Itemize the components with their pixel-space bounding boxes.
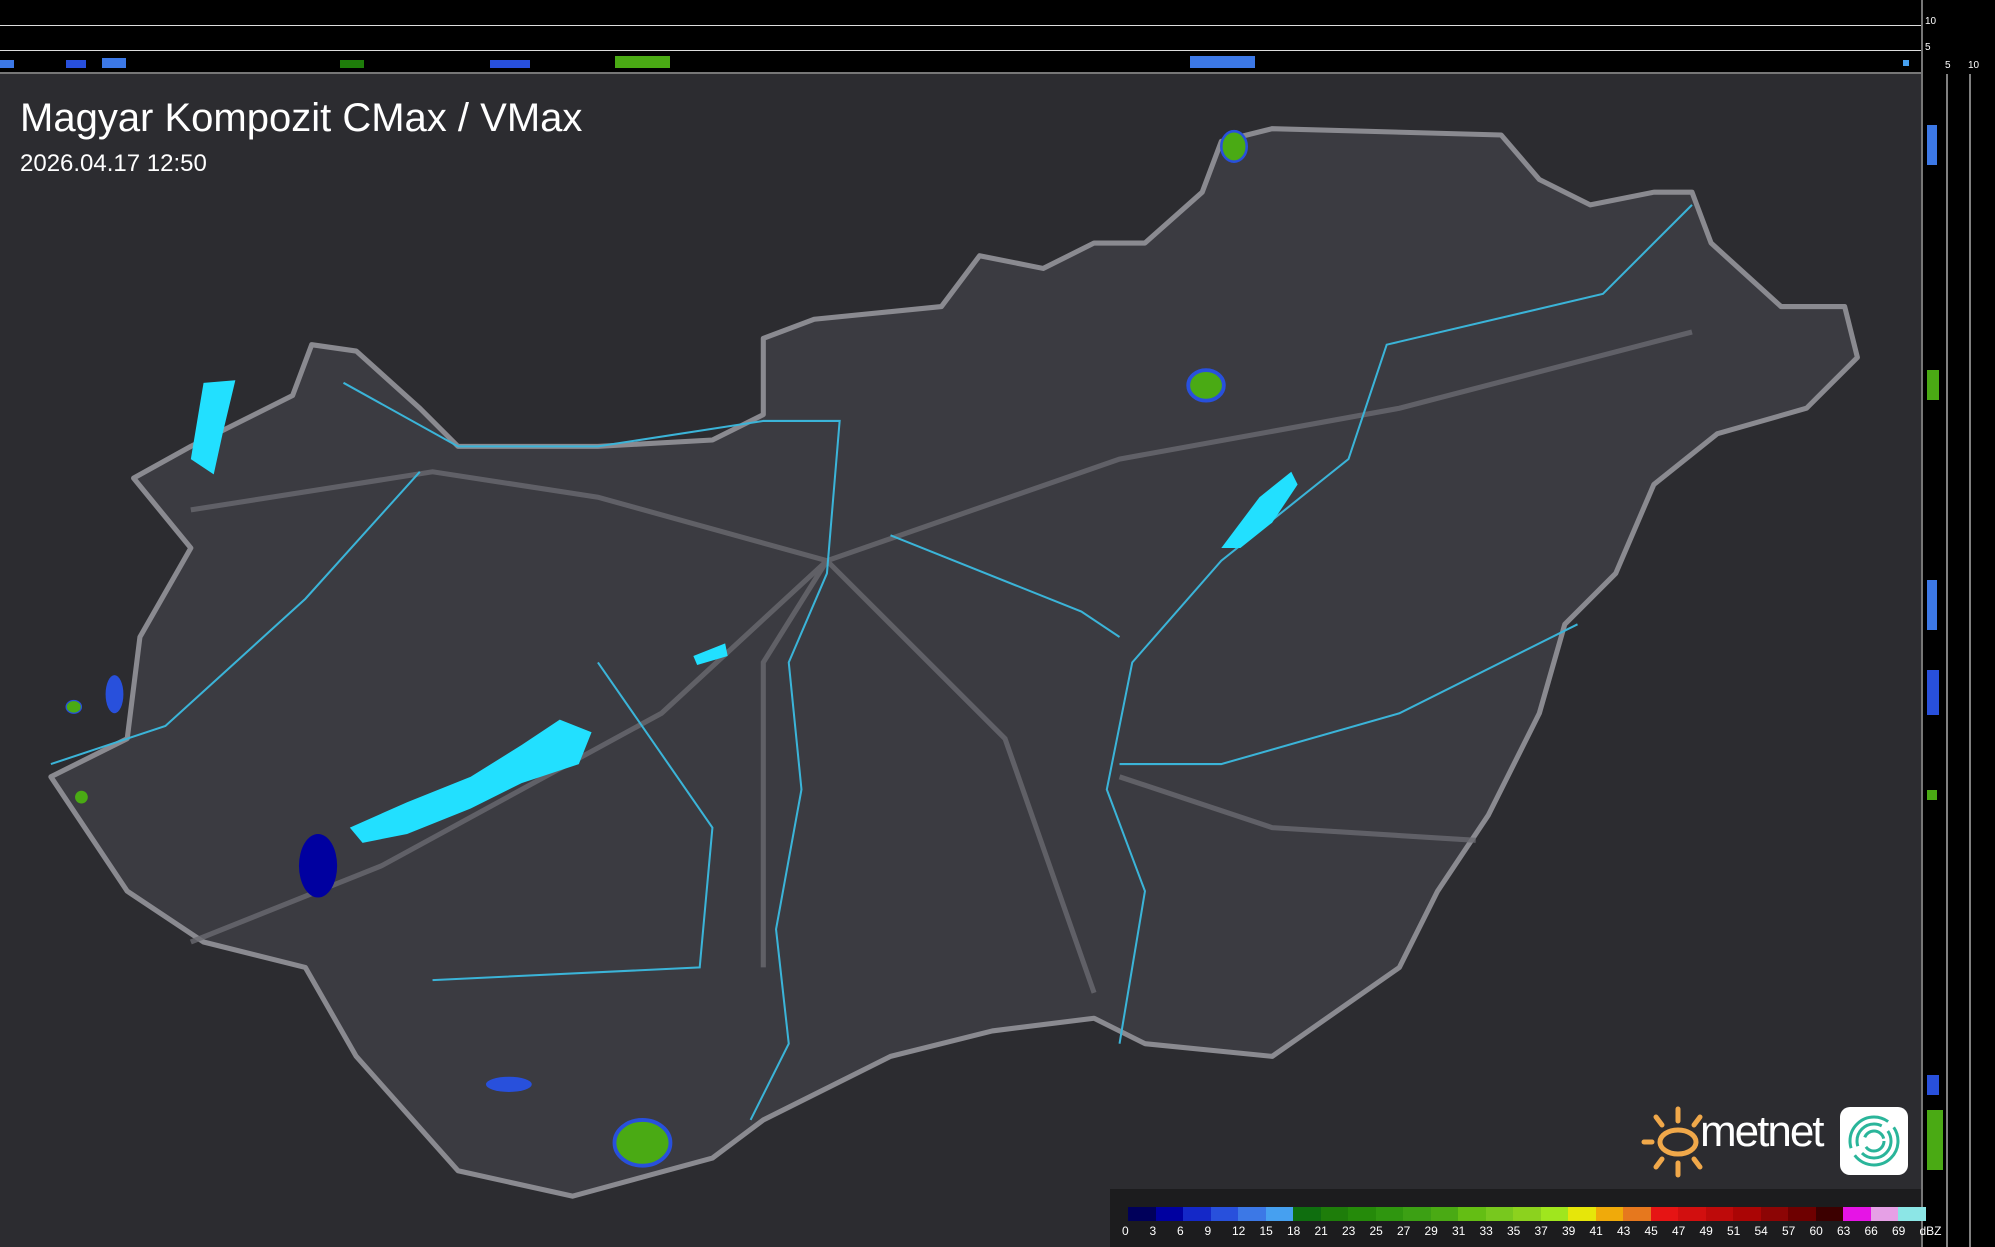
grid-line-10 <box>0 25 1921 26</box>
color-swatch <box>1293 1207 1321 1221</box>
horizontal-profile-panel <box>0 0 1921 74</box>
lake-tisza <box>1221 471 1298 549</box>
tick-label: 29 <box>1424 1224 1438 1238</box>
color-swatch <box>1815 1207 1843 1221</box>
tick-label: 12 <box>1232 1224 1246 1238</box>
color-swatch <box>1733 1207 1761 1221</box>
tick-label: 66 <box>1864 1224 1878 1238</box>
color-swatch <box>1155 1207 1183 1221</box>
metnet-sun-logo <box>1641 1106 1703 1178</box>
tick-label: 60 <box>1809 1224 1823 1238</box>
tick-label: 57 <box>1782 1224 1796 1238</box>
tick-label: 27 <box>1397 1224 1411 1238</box>
tick-label: 49 <box>1699 1224 1713 1238</box>
roads <box>189 329 1693 994</box>
rivers <box>50 204 1693 1121</box>
color-swatch <box>1210 1207 1238 1221</box>
color-swatch <box>1375 1207 1403 1221</box>
tick-label: 6 <box>1177 1224 1184 1238</box>
color-swatch <box>1595 1207 1623 1221</box>
color-swatch <box>1870 1207 1898 1221</box>
tick-label: 15 <box>1259 1224 1273 1238</box>
tick-label: 37 <box>1534 1224 1548 1238</box>
unit-label: dBZ <box>1919 1224 1942 1238</box>
tick-label: 54 <box>1754 1224 1768 1238</box>
color-swatch <box>1128 1207 1156 1221</box>
color-swatch <box>1705 1207 1733 1221</box>
tick-label: 25 <box>1369 1224 1383 1238</box>
color-swatch <box>1540 1207 1568 1221</box>
map-timestamp: 2026.04.17 12:50 <box>20 150 207 177</box>
color-scale-bar <box>1128 1207 1926 1221</box>
tick-label: 0 <box>1122 1224 1129 1238</box>
tick-label: 69 <box>1892 1224 1906 1238</box>
color-swatch <box>1650 1207 1678 1221</box>
profile-echoes <box>0 56 1909 68</box>
lake-balaton <box>349 719 592 843</box>
lake-velence <box>693 643 728 665</box>
color-scale-ticks: 0 3 6 9 12 15 18 21 23 25 27 29 31 33 35 37 39 41 43 45 47 49… <box>1122 1224 1947 1238</box>
color-swatch <box>1678 1207 1706 1221</box>
color-swatch <box>1238 1207 1266 1221</box>
tick-label: 23 <box>1342 1224 1356 1238</box>
tick-label: 63 <box>1837 1224 1851 1238</box>
vertical-profile-panel: 10 5 5 10 <box>1921 0 1995 1247</box>
color-swatch <box>1843 1207 1871 1221</box>
radar-echoes <box>65 129 1249 1168</box>
profile-echoes-vertical <box>1927 74 1971 1247</box>
color-swatch <box>1485 1207 1513 1221</box>
color-swatch <box>1623 1207 1651 1221</box>
grid-line-5 <box>0 50 1921 51</box>
lakes <box>190 380 1298 843</box>
color-swatch <box>1458 1207 1486 1221</box>
tick-label: 35 <box>1507 1224 1521 1238</box>
color-swatch <box>1348 1207 1376 1221</box>
dbz-color-legend: 0 3 6 9 12 15 18 21 23 25 27 29 31 33 35 37 39 41 43 45 47 49… <box>1110 1189 1942 1247</box>
lake-neusiedl <box>190 380 236 475</box>
color-swatch <box>1183 1207 1211 1221</box>
color-swatch <box>1403 1207 1431 1221</box>
top-axis-label: 10 <box>1925 16 1937 27</box>
metnet-logo-text: metnet <box>1700 1107 1825 1156</box>
color-swatch <box>1320 1207 1348 1221</box>
map-title: Magyar Kompozit CMax / VMax <box>20 96 583 140</box>
top-axis-label: 5 <box>1925 42 1931 53</box>
right-axis-label: 5 <box>1945 60 1951 71</box>
tick-label: 47 <box>1672 1224 1686 1238</box>
tisza-river <box>1105 204 1693 1044</box>
tick-label: 51 <box>1727 1224 1741 1238</box>
color-swatch <box>1788 1207 1816 1221</box>
color-swatch <box>1513 1207 1541 1221</box>
tick-label: 18 <box>1287 1224 1301 1238</box>
color-swatch <box>1760 1207 1788 1221</box>
tick-label: 3 <box>1149 1224 1157 1238</box>
tick-label: 31 <box>1452 1224 1466 1238</box>
color-swatch <box>1265 1207 1293 1221</box>
tick-label: 41 <box>1589 1224 1603 1238</box>
tick-label: 9 <box>1204 1224 1212 1238</box>
metnet-app-icon <box>1840 1107 1908 1175</box>
right-axis-label: 10 <box>1968 60 1980 71</box>
tick-label: 43 <box>1617 1224 1631 1238</box>
tick-label: 39 <box>1562 1224 1576 1238</box>
danube-river <box>342 381 841 1121</box>
color-swatch <box>1898 1207 1926 1221</box>
tick-label: 45 <box>1644 1224 1658 1238</box>
hungary-territory <box>48 126 1860 1199</box>
color-swatch <box>1568 1207 1596 1221</box>
tick-label: 21 <box>1314 1224 1328 1238</box>
tick-label: 33 <box>1479 1224 1493 1238</box>
color-swatch <box>1430 1207 1458 1221</box>
radar-map[interactable] <box>0 74 1921 1247</box>
